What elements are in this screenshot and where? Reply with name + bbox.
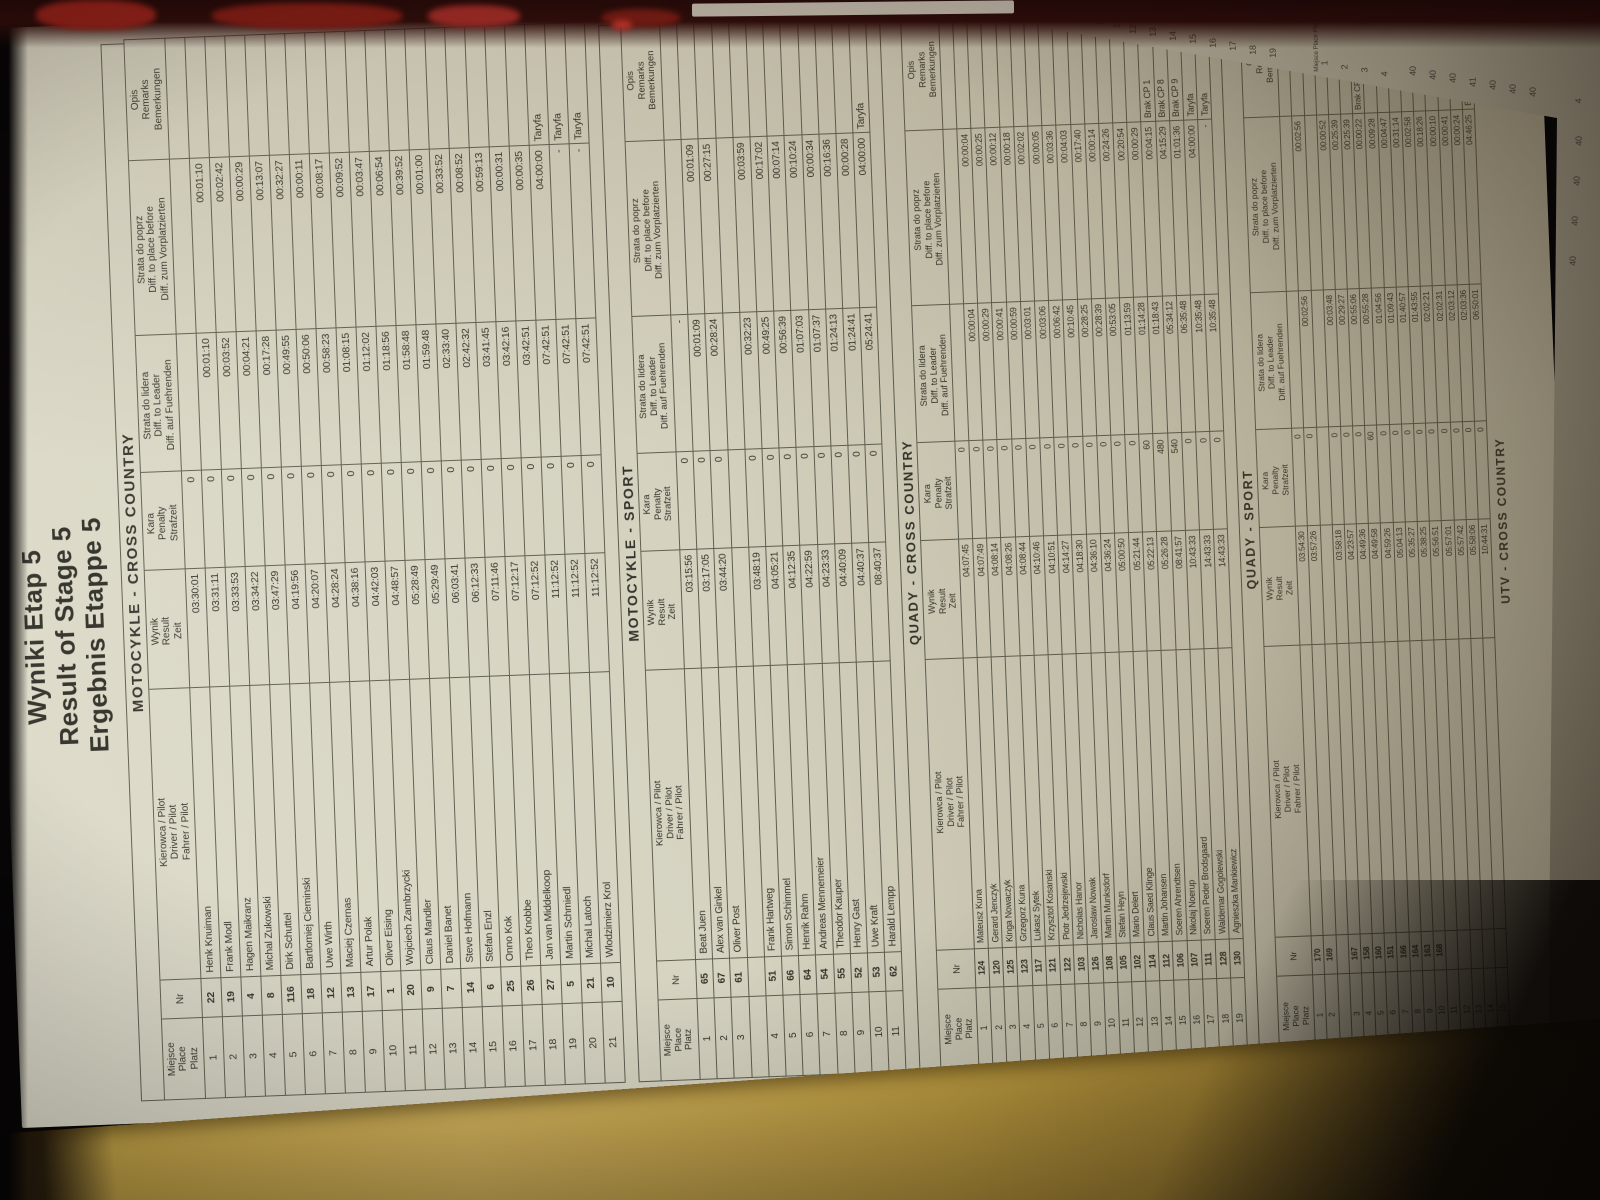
edge-sheet-number-fragment: 1 — [1319, 60, 1330, 66]
nr-cell: 121 — [1045, 945, 1061, 986]
col-header-penalty: Kara Penalty Strafzeit — [1255, 428, 1296, 528]
penalty-cell: 0 — [1474, 420, 1491, 520]
edge-sheet-number-fragment: 3 — [1359, 67, 1370, 73]
red-object — [428, 5, 520, 27]
nr-cell: 124 — [974, 948, 990, 988]
nr-cell: 66 — [781, 955, 801, 996]
red-object — [36, 0, 156, 30]
nr-cell: 53 — [867, 952, 887, 992]
nr-cell: 65 — [695, 958, 715, 999]
nr-cell: 9 — [420, 969, 443, 1010]
col-header-diff-prev: Strata do poprz Diff. to place before Diff… — [624, 140, 671, 317]
edge-sheet-number-fragment: 40 — [1407, 66, 1418, 76]
penalty-cell: 0 — [1209, 430, 1228, 530]
red-object — [212, 3, 402, 29]
nr-cell: 54 — [815, 954, 835, 994]
place-cell: 11 — [886, 990, 907, 1073]
shadow-corner — [1100, 880, 1600, 1200]
nr-cell: 64 — [798, 954, 818, 995]
col-header-diff-leader: Strata do lidera Diff. to Leader Diff. auf… — [911, 304, 955, 443]
edge-sheet-number-fragment: 40 — [1427, 70, 1438, 80]
col-header-diff-leader: Strata do lidera Diff. to Leader Diff. auf… — [1250, 291, 1292, 430]
nr-cell: 51 — [764, 956, 784, 996]
nr-cell: 122 — [1059, 945, 1075, 985]
nr-cell: 125 — [1002, 947, 1019, 987]
col-header-nr: Nr — [656, 959, 698, 1000]
nr-cell: 12 — [320, 973, 343, 1013]
col-header-penalty: Kara Penalty Strafzeit — [140, 470, 186, 571]
col-header-diff-leader: Strata do lidera Diff. to Leader Diff. auf… — [631, 314, 677, 454]
nr-cell: 27 — [540, 964, 563, 1005]
nr-cell: 123 — [1016, 946, 1033, 987]
col-header-result: Wynik Result Zeit — [640, 549, 685, 671]
edge-sheet-number-fragment: 40 — [1507, 84, 1518, 94]
nr-cell: 21 — [580, 963, 603, 1003]
place-cell: 21 — [602, 1001, 626, 1084]
nr-cell — [747, 956, 766, 997]
edge-sheet-number-fragment: 41 — [1467, 77, 1478, 87]
penalty-cell: 0 — [865, 443, 886, 543]
col-header-nr: Nr — [159, 978, 203, 1020]
nr-cell: 14 — [460, 967, 483, 1008]
edge-sheet-number-fragment: 40 — [1447, 73, 1458, 83]
nr-cell: 19 — [220, 976, 243, 1017]
diff-leader-cell: 07:42:51 — [575, 317, 601, 456]
col-header-nr: Nr — [936, 948, 976, 990]
edge-sheet-number-fragment: 4 — [1379, 71, 1390, 77]
edge-sheet-number-fragment: 40 — [1569, 216, 1580, 226]
nr-cell: 17 — [360, 971, 383, 1012]
nr-cell: 62 — [884, 951, 904, 992]
nr-cell: 1 — [380, 970, 403, 1011]
nr-cell: 20 — [400, 970, 423, 1010]
nr-cell: 61 — [729, 957, 749, 998]
penalty-cell: 0 — [581, 454, 605, 554]
table-motocykle-sport: MOTOCYKLE - SPORT Miejsce Place Platz Nr Kie… — [597, 11, 907, 1083]
col-header-result: Wynik Result Zeit — [920, 539, 963, 660]
nr-cell: 67 — [712, 958, 732, 998]
dark-left-edge — [0, 0, 28, 1200]
edge-sheet-number-fragment: 4 — [1573, 98, 1584, 104]
nr-cell: 120 — [988, 947, 1005, 988]
nr-cell: 5 — [560, 963, 583, 1004]
nr-cell: 6 — [480, 967, 503, 1007]
edge-sheet-number-fragment: 2 — [1339, 64, 1350, 70]
nr-cell: 13 — [340, 972, 363, 1013]
nr-cell: 55 — [833, 953, 852, 994]
col-header-penalty: Kara Penalty Strafzeit — [636, 451, 680, 552]
nr-cell: 117 — [1030, 946, 1047, 986]
edge-sheet-number-fragment: 40 — [1571, 176, 1582, 186]
nr-cell: 26 — [520, 965, 543, 1006]
col-header-diff-prev: Strata do poprz Diff. to place before Diff… — [128, 159, 177, 336]
result-cell: 11:12:52 — [584, 552, 610, 673]
result-cell: 08:40:37 — [868, 541, 891, 662]
nr-cell: 52 — [850, 952, 869, 993]
edge-sheet-number-fragment: 40 — [1487, 80, 1498, 90]
nr-cell: 7 — [440, 968, 463, 1009]
nr-cell: 25 — [500, 966, 523, 1006]
edge-sheet-number-fragment: 19 — [1267, 48, 1278, 58]
edge-sheet-number-fragment: 40 — [1527, 87, 1538, 97]
col-header-result: Wynik Result Zeit — [1259, 526, 1301, 647]
nr-cell: 10 — [600, 962, 622, 1003]
col-header-penalty: Kara Penalty Strafzeit — [917, 441, 959, 541]
nr-cell: 18 — [300, 973, 323, 1014]
nr-cell: 4 — [240, 976, 263, 1016]
table-motocykle-cross-country: MOTOCYKLE - CROSS COUNTRY Miejsce Place Pl… — [100, 22, 626, 1102]
nr-cell: 116 — [280, 974, 303, 1015]
nr-cell: 103 — [1073, 944, 1090, 984]
nr-cell: 8 — [260, 975, 283, 1016]
edge-sheet-number-fragment: 40 — [1567, 256, 1578, 266]
red-object — [612, 20, 632, 30]
nr-cell: 22 — [200, 977, 223, 1018]
col-header-diff-leader: Strata do lidera Diff. to Leader Diff. auf… — [135, 334, 182, 473]
edge-sheet-number-fragment: 40 — [1573, 136, 1584, 146]
col-header-result: Wynik Result Zeit — [144, 568, 190, 690]
